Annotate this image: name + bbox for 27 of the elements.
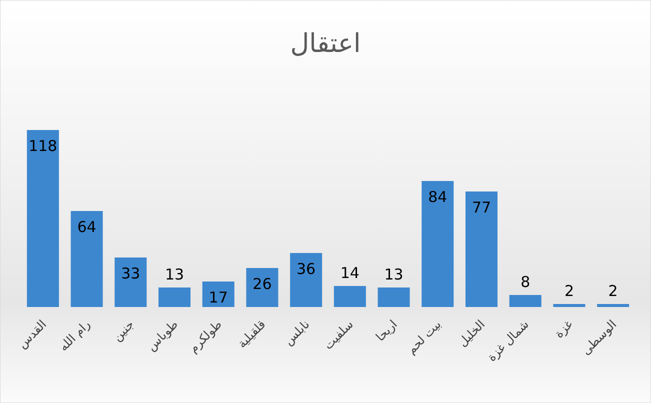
data-label: 8 [520,273,530,291]
data-label: 36 [296,260,316,278]
data-label: 118 [28,137,58,155]
x-tick-label: قلقيلية [234,317,268,351]
x-tick-label: بيت لحم [404,317,444,357]
x-tick-label: اريحا [373,317,400,344]
x-tick-label: جنين [110,317,137,344]
x-tick-label: طولكرم [186,317,224,356]
x-tick-label: سلفيت [321,317,356,352]
data-label: 2 [608,282,618,300]
data-label: 14 [340,264,360,282]
data-label: 84 [428,188,448,206]
data-label: 2 [564,282,574,300]
data-label: 77 [472,198,492,216]
x-tick-label: القدس [15,317,50,352]
data-label: 13 [164,266,184,284]
x-tick-label: نابلس [281,317,312,348]
data-label: 17 [208,288,228,306]
x-tick-label: رام الله [56,317,94,354]
data-label: 64 [77,218,96,236]
x-tick-label: غزة [552,317,576,341]
data-label: 33 [121,264,140,282]
data-label: 13 [384,266,404,284]
chart-title: اعتقال [290,29,361,59]
data-label: 26 [252,275,272,293]
x-tick-label: الوسطى [578,317,620,358]
x-tick-label: طوباس [144,317,181,354]
